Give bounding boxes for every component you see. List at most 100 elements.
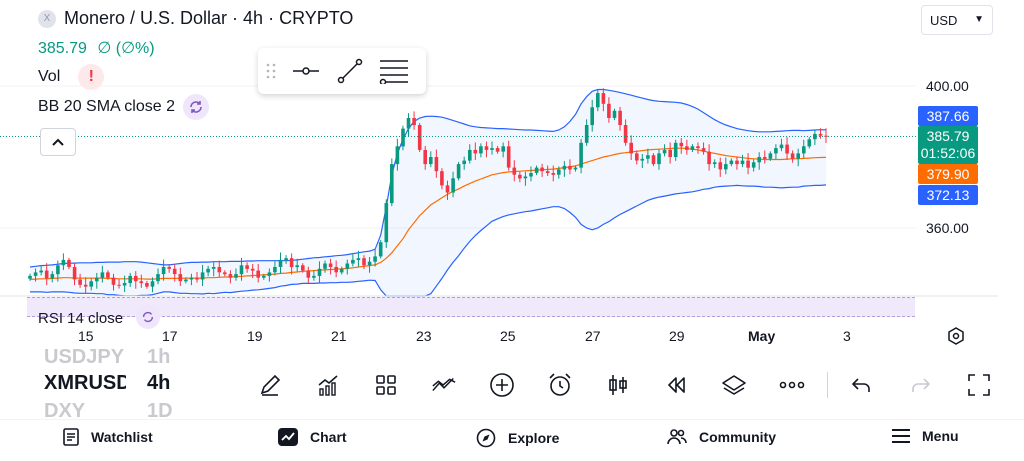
indicator-legend[interactable]: BB 20 SMA close 2 <box>38 94 209 120</box>
nav-explore-label: Explore <box>508 430 560 446</box>
volume-warning-icon[interactable]: ! <box>78 64 105 90</box>
candle-down <box>328 263 333 267</box>
current-symbol[interactable]: XMRUSD <box>44 372 126 395</box>
candle-up <box>557 169 561 175</box>
chart-grid <box>0 85 916 229</box>
fib-retracement-icon[interactable] <box>372 48 416 94</box>
date-tick: 21 <box>331 328 347 344</box>
current-timeframe[interactable]: 4h <box>147 372 170 395</box>
rsi-pane[interactable] <box>27 297 915 317</box>
candle-up <box>596 93 600 108</box>
candle-up <box>206 268 210 273</box>
candle-down <box>568 165 572 170</box>
compare-icon[interactable] <box>431 372 457 398</box>
symbol-wheel-prev[interactable]: USDJPY <box>44 346 124 369</box>
candle-up <box>156 274 160 282</box>
nav-chart[interactable]: Chart <box>278 428 347 446</box>
current-timeframe-label: 4h <box>147 372 171 394</box>
candle-down <box>223 272 227 275</box>
nav-menu[interactable]: Menu <box>892 428 959 444</box>
candle-down <box>440 171 444 186</box>
sync-icon[interactable] <box>182 94 209 120</box>
candle-up <box>802 146 806 154</box>
date-tick: 27 <box>585 328 601 344</box>
nav-community[interactable]: Community <box>667 428 776 446</box>
candle-up <box>267 272 272 276</box>
candle-down <box>512 167 517 175</box>
drag-handle-icon[interactable] <box>258 48 284 94</box>
candle-up <box>479 146 483 154</box>
indicators-icon[interactable] <box>315 372 341 398</box>
last-price-tag: 385.79 01:52:06 <box>918 126 978 164</box>
currency-select[interactable]: USD ▼ <box>921 5 993 35</box>
candle-up <box>406 118 411 129</box>
date-tick: 19 <box>247 328 263 344</box>
undo-icon[interactable] <box>848 372 874 398</box>
candle-up <box>234 274 238 278</box>
candle-up <box>740 160 745 165</box>
candle-up <box>50 274 55 279</box>
candle-down <box>245 265 249 269</box>
candle-down <box>763 157 767 159</box>
nav-watchlist[interactable]: Watchlist <box>63 428 153 446</box>
candle-down <box>67 259 71 267</box>
next-timeframe[interactable]: 1D <box>147 400 173 423</box>
drawing-tool-palette[interactable] <box>258 48 426 94</box>
layouts-icon[interactable] <box>373 372 399 398</box>
chart-settings-icon[interactable] <box>946 326 966 351</box>
next-timeframe-label: 1D <box>147 400 173 422</box>
candle-down <box>106 272 110 278</box>
candle-up <box>189 277 194 280</box>
more-icon[interactable] <box>779 372 805 398</box>
fullscreen-icon[interactable] <box>966 372 992 398</box>
candle-up <box>295 265 299 268</box>
candle-down <box>601 93 606 104</box>
add-icon[interactable] <box>489 372 515 398</box>
horizontal-ray-icon[interactable] <box>284 48 328 94</box>
candle-down <box>518 174 522 179</box>
candle-up <box>813 133 817 140</box>
candle-up <box>796 153 800 159</box>
candle-up <box>356 258 361 260</box>
candle-up <box>523 176 528 179</box>
candle-down <box>417 125 422 150</box>
candle-down <box>707 151 711 165</box>
prev-timeframe[interactable]: 1h <box>147 346 170 369</box>
layers-icon[interactable] <box>721 372 747 398</box>
candle-up <box>378 242 383 257</box>
toolbar-divider <box>827 372 828 398</box>
next-symbol[interactable]: DXY <box>44 400 85 423</box>
candle-down <box>172 268 177 275</box>
candle-down <box>540 167 544 172</box>
candle-down <box>117 284 121 286</box>
volume-legend[interactable]: Vol ! <box>38 64 105 90</box>
candle-down <box>195 277 199 280</box>
rsi-sync-icon[interactable] <box>136 305 160 329</box>
collapse-legend-button[interactable] <box>40 128 76 156</box>
candle-down <box>445 185 450 193</box>
price-tick-360: 360.00 <box>926 220 969 236</box>
candle-up <box>573 167 578 170</box>
candle-down <box>818 133 823 136</box>
candle-type-icon[interactable] <box>605 372 631 398</box>
price-tick-400: 400.00 <box>926 78 969 94</box>
candle-down <box>423 149 427 165</box>
alert-icon[interactable] <box>547 372 573 398</box>
candle-down <box>434 157 439 172</box>
candle-down <box>785 144 789 154</box>
candle-up <box>33 272 38 276</box>
nav-explore[interactable]: Explore <box>476 428 559 448</box>
price-chart[interactable] <box>0 0 1024 300</box>
trend-line-icon[interactable] <box>328 48 372 94</box>
candle-down <box>607 103 611 118</box>
symbol-title[interactable]: Monero / U.S. Dollar · 4h · CRYPTO <box>64 8 354 28</box>
replay-icon[interactable] <box>663 372 689 398</box>
candle-down <box>545 171 550 173</box>
pencil-icon[interactable] <box>257 372 283 398</box>
candle-down <box>484 146 489 150</box>
candle-down <box>651 155 656 165</box>
nav-watchlist-label: Watchlist <box>91 429 153 445</box>
redo-icon[interactable] <box>908 372 934 398</box>
candle-up <box>373 256 377 262</box>
